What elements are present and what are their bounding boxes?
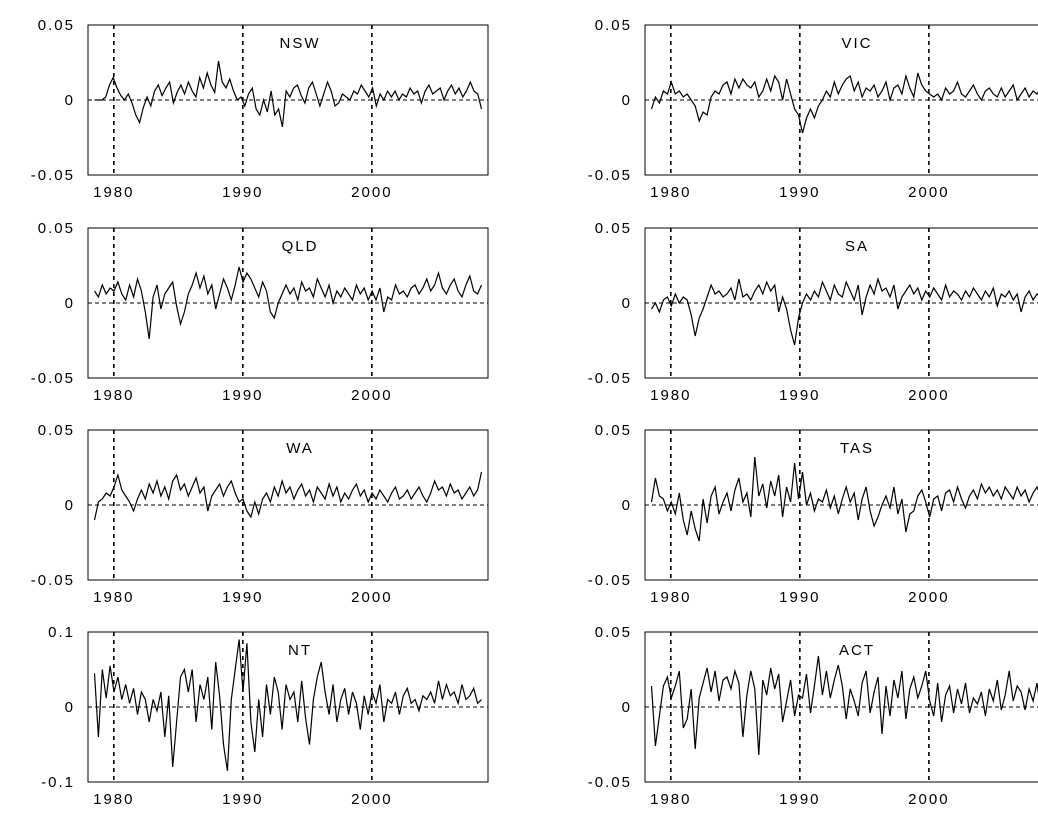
panel-sa: SA 0.05 0 -0.05 1980 1990 2000 [588,220,1038,404]
y-tick-label: 0 [622,295,632,312]
y-tick-label: -0.05 [31,370,75,387]
y-tick-label: 0 [65,497,75,514]
series-line-qld [93,266,483,340]
panel-title-tas: TAS [840,440,874,457]
plot-frame [87,227,489,379]
y-tick-label: -0.05 [588,774,632,791]
x-tick-label: 1990 [779,387,820,404]
x-tick-label: 1990 [222,791,263,808]
y-tick-label: 0 [65,92,75,109]
panel-title-act: ACT [839,642,875,659]
x-tick-label: 2000 [351,791,392,808]
x-tick-label: 1990 [222,589,263,606]
x-tick-label: 1990 [222,387,263,404]
series-line-nt [93,639,482,771]
panel-title-qld: QLD [282,238,319,255]
panel-title-wa: WA [286,440,314,457]
panel-title-vic: VIC [841,35,872,52]
y-tick-label: 0.05 [595,17,632,34]
x-tick-label: 1980 [93,184,134,201]
x-tick-label: 2000 [908,791,949,808]
x-tick-label: 2000 [908,589,949,606]
panel-vic: VIC 0.05 0 -0.05 1980 1990 2000 [588,17,1038,201]
plot-frame [644,631,1038,783]
y-tick-label: -0.05 [31,167,75,184]
x-tick-label: 1980 [650,589,691,606]
x-tick-label: 1980 [650,387,691,404]
x-tick-label: 1980 [650,184,691,201]
panel-nt: NT 0.1 0 -0.1 1980 1990 2000 [41,624,489,808]
x-tick-label: 1980 [650,791,691,808]
x-tick-label: 2000 [351,184,392,201]
panel-title-nt: NT [288,642,312,659]
plot-frame [644,429,1038,581]
y-tick-label: 0 [622,497,632,514]
x-tick-label: 1990 [779,791,820,808]
y-tick-label: -0.05 [588,572,632,589]
plot-frame [644,227,1038,379]
x-tick-label: 2000 [908,184,949,201]
panel-nsw: NSW 0.05 0 -0.05 1980 1990 2000 [31,17,489,201]
y-tick-label: 0.1 [48,624,75,641]
y-tick-label: -0.05 [588,167,632,184]
y-tick-label: 0 [65,699,75,716]
plot-frame [87,24,489,176]
x-tick-label: 1990 [779,184,820,201]
x-tick-label: 1990 [222,184,263,201]
y-tick-label: 0.05 [595,624,632,641]
panel-title-nsw: NSW [280,35,321,52]
y-tick-label: 0.05 [595,220,632,237]
y-tick-label: 0.05 [38,220,75,237]
x-tick-label: 1980 [93,791,134,808]
y-tick-label: 0.05 [595,422,632,439]
panel-tas: TAS 0.05 0 -0.05 1980 1990 2000 [588,422,1038,606]
y-tick-label: -0.05 [31,572,75,589]
y-tick-label: 0 [622,92,632,109]
series-line-wa [93,471,483,521]
panel-title-sa: SA [845,238,869,255]
panel-act: ACT 0.05 0 -0.05 1980 1990 2000 [588,624,1038,808]
series-line-nsw [94,60,483,128]
plot-frame [644,24,1038,176]
x-tick-label: 2000 [351,589,392,606]
x-tick-label: 2000 [908,387,949,404]
series-line-sa [650,276,1038,346]
panel-wa: WA 0.05 0 -0.05 1980 1990 2000 [31,422,489,606]
y-tick-label: 0 [622,699,632,716]
y-tick-label: -0.1 [41,774,75,791]
x-tick-label: 1980 [93,387,134,404]
series-line-tas [650,456,1038,542]
panel-qld: QLD 0.05 0 -0.05 1980 1990 2000 [31,220,489,404]
y-tick-label: -0.05 [588,370,632,387]
y-tick-label: 0 [65,295,75,312]
y-tick-label: 0.05 [38,422,75,439]
x-tick-label: 1980 [93,589,134,606]
plot-frame [87,631,489,783]
plot-frame [87,429,489,581]
y-tick-label: 0.05 [38,17,75,34]
x-tick-label: 1990 [779,589,820,606]
series-line-act [650,655,1038,756]
x-tick-label: 2000 [351,387,392,404]
series-line-vic [650,72,1038,134]
